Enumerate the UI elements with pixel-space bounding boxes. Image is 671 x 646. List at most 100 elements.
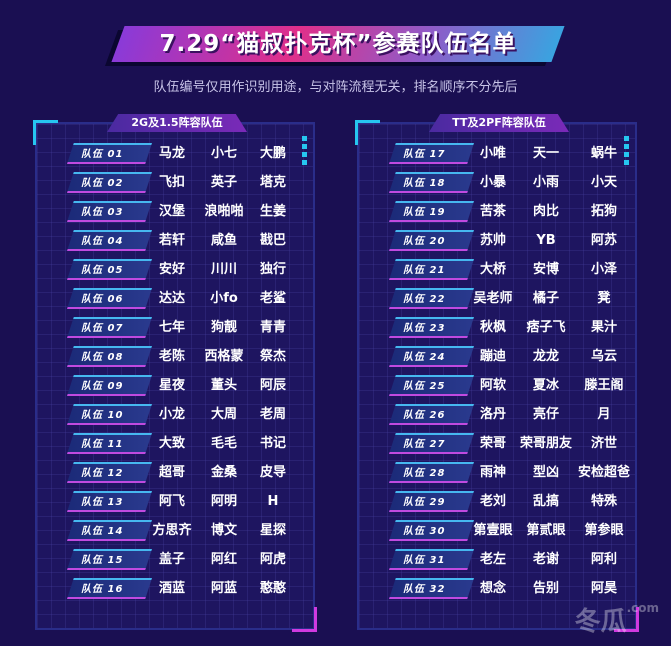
team-member: 天一 [532, 146, 559, 161]
team-member: 小七 [210, 146, 237, 161]
team-member: 老刘 [479, 494, 506, 509]
team-member: 小暴 [479, 175, 506, 190]
team-member: 橘子 [532, 291, 559, 306]
team-number-badge: 队伍 07 [67, 317, 152, 338]
team-member: 小天 [590, 175, 617, 190]
team-member: 金桑 [210, 465, 237, 480]
team-member: 大桥 [479, 262, 506, 277]
team-member: 荣哥 [479, 436, 506, 451]
team-member: 书记 [259, 436, 286, 451]
team-member: 老周 [259, 407, 286, 422]
page-subtitle: 队伍编号仅用作识别用途，与对阵流程无关，排名顺序不分先后 [153, 80, 518, 95]
team-member: 盖子 [158, 552, 185, 567]
team-member: 星夜 [158, 378, 185, 393]
team-member: 拓狗 [590, 204, 617, 219]
team-row: 队伍 13 阿飞 阿明 H [37, 491, 313, 513]
team-row: 队伍 10 小龙 大周 老周 [37, 404, 313, 426]
team-member: 痞子飞 [526, 320, 566, 335]
team-row: 队伍 23 秋枫 痞子飞 果汁 [359, 317, 635, 339]
team-member: 果汁 [590, 320, 617, 335]
team-member: 超哥 [158, 465, 185, 480]
team-number-badge: 队伍 03 [67, 201, 152, 222]
page-title: 7.29“猫叔扑克杯”参赛队伍名单 [159, 31, 517, 57]
team-number-badge: 队伍 01 [67, 143, 152, 164]
team-member: 苏帅 [479, 233, 506, 248]
team-number-badge: 队伍 31 [389, 549, 474, 570]
team-member: 阿软 [479, 378, 506, 393]
team-member: 第贰眼 [526, 523, 566, 538]
team-number-badge: 队伍 20 [389, 230, 474, 251]
team-number-badge: 队伍 19 [389, 201, 474, 222]
team-member: 蜗牛 [590, 146, 617, 161]
team-member: 吴老师 [473, 291, 513, 306]
team-number-badge: 队伍 04 [67, 230, 152, 251]
team-member: 第壹眼 [473, 523, 513, 538]
team-member: 乱搞 [532, 494, 559, 509]
team-member: 阿利 [590, 552, 617, 567]
team-row: 队伍 11 大致 毛毛 书记 [37, 433, 313, 455]
team-number-badge: 队伍 24 [389, 346, 474, 367]
team-member: 夏冰 [532, 378, 559, 393]
team-member: 毛毛 [210, 436, 237, 451]
team-member: 雨神 [479, 465, 506, 480]
team-row: 队伍 03 汉堡 浪啪啪 生姜 [37, 201, 313, 223]
team-member: 戡巴 [259, 233, 286, 248]
team-row: 队伍 04 若轩 咸鱼 戡巴 [37, 230, 313, 252]
team-row: 队伍 01 马龙 小七 大鹏 [37, 143, 313, 165]
team-member: 酒蓝 [158, 581, 185, 596]
team-member: 若轩 [158, 233, 185, 248]
team-row: 队伍 07 七年 狗靓 青青 [37, 317, 313, 339]
team-member: 阿飞 [158, 494, 185, 509]
team-member: 凳 [597, 291, 611, 306]
team-member: 塔克 [259, 175, 286, 190]
team-member: 阿苏 [590, 233, 617, 248]
team-member: 阿虎 [259, 552, 286, 567]
team-row: 队伍 26 洛丹 亮仔 月 [359, 404, 635, 426]
panel-2g-1-5: 2G及1.5阵容队伍 队伍 01 马龙 小七 大鹏 队伍 02 飞扣 英子 塔克 队伍 03 汉堡… [33, 114, 317, 632]
team-member: 月 [597, 407, 611, 422]
team-number-badge: 队伍 16 [67, 578, 152, 599]
team-member: 咸鱼 [210, 233, 237, 248]
team-member: 小唯 [479, 146, 506, 161]
panel-tt-2pf: TT及2PF阵容队伍 队伍 17 小唯 天一 蜗牛 队伍 18 小暴 小雨 小天 队伍 19 苦茶… [355, 114, 639, 632]
team-member: 小雨 [532, 175, 559, 190]
team-member: 独行 [259, 262, 286, 277]
team-member: 阿昊 [590, 581, 617, 596]
team-row: 队伍 22 吴老师 橘子 凳 [359, 288, 635, 310]
team-number-badge: 队伍 05 [67, 259, 152, 280]
team-member: 阿红 [210, 552, 237, 567]
team-member: 安检超爸 [577, 465, 630, 480]
team-row: 队伍 24 蹦迪 龙龙 乌云 [359, 346, 635, 368]
team-row: 队伍 29 老刘 乱搞 特殊 [359, 491, 635, 513]
team-member: 浪啪啪 [204, 204, 244, 219]
team-member: 龙龙 [532, 349, 559, 364]
team-row: 队伍 16 酒蓝 阿蓝 憨憨 [37, 578, 313, 600]
team-number-badge: 队伍 26 [389, 404, 474, 425]
team-row: 队伍 31 老左 老谢 阿利 [359, 549, 635, 571]
team-member: 苦茶 [479, 204, 506, 219]
team-member: 董头 [210, 378, 237, 393]
team-member: 大周 [210, 407, 237, 422]
team-number-badge: 队伍 29 [389, 491, 474, 512]
team-row: 队伍 14 方思齐 博文 星探 [37, 520, 313, 542]
team-row: 队伍 08 老陈 西格蒙 祭杰 [37, 346, 313, 368]
team-row: 队伍 30 第壹眼 第贰眼 第参眼 [359, 520, 635, 542]
team-member: 滕王阁 [584, 378, 624, 393]
team-member: H [267, 494, 279, 509]
team-number-badge: 队伍 09 [67, 375, 152, 396]
team-row: 队伍 19 苦茶 肉比 拓狗 [359, 201, 635, 223]
team-row: 队伍 02 飞扣 英子 塔克 [37, 172, 313, 194]
team-number-badge: 队伍 06 [67, 288, 152, 309]
team-member: 狗靓 [210, 320, 237, 335]
team-member: 乌云 [590, 349, 617, 364]
team-member: 型凶 [532, 465, 559, 480]
team-member: 安博 [532, 262, 559, 277]
team-row: 队伍 06 达达 小fo 老鲨 [37, 288, 313, 310]
team-row: 队伍 05 安好 川川 独行 [37, 259, 313, 281]
team-member: 第参眼 [584, 523, 624, 538]
team-member: 青青 [259, 320, 286, 335]
team-member: 皮导 [259, 465, 286, 480]
team-number-badge: 队伍 13 [67, 491, 152, 512]
team-number-badge: 队伍 25 [389, 375, 474, 396]
team-member: 小fo [210, 291, 238, 306]
